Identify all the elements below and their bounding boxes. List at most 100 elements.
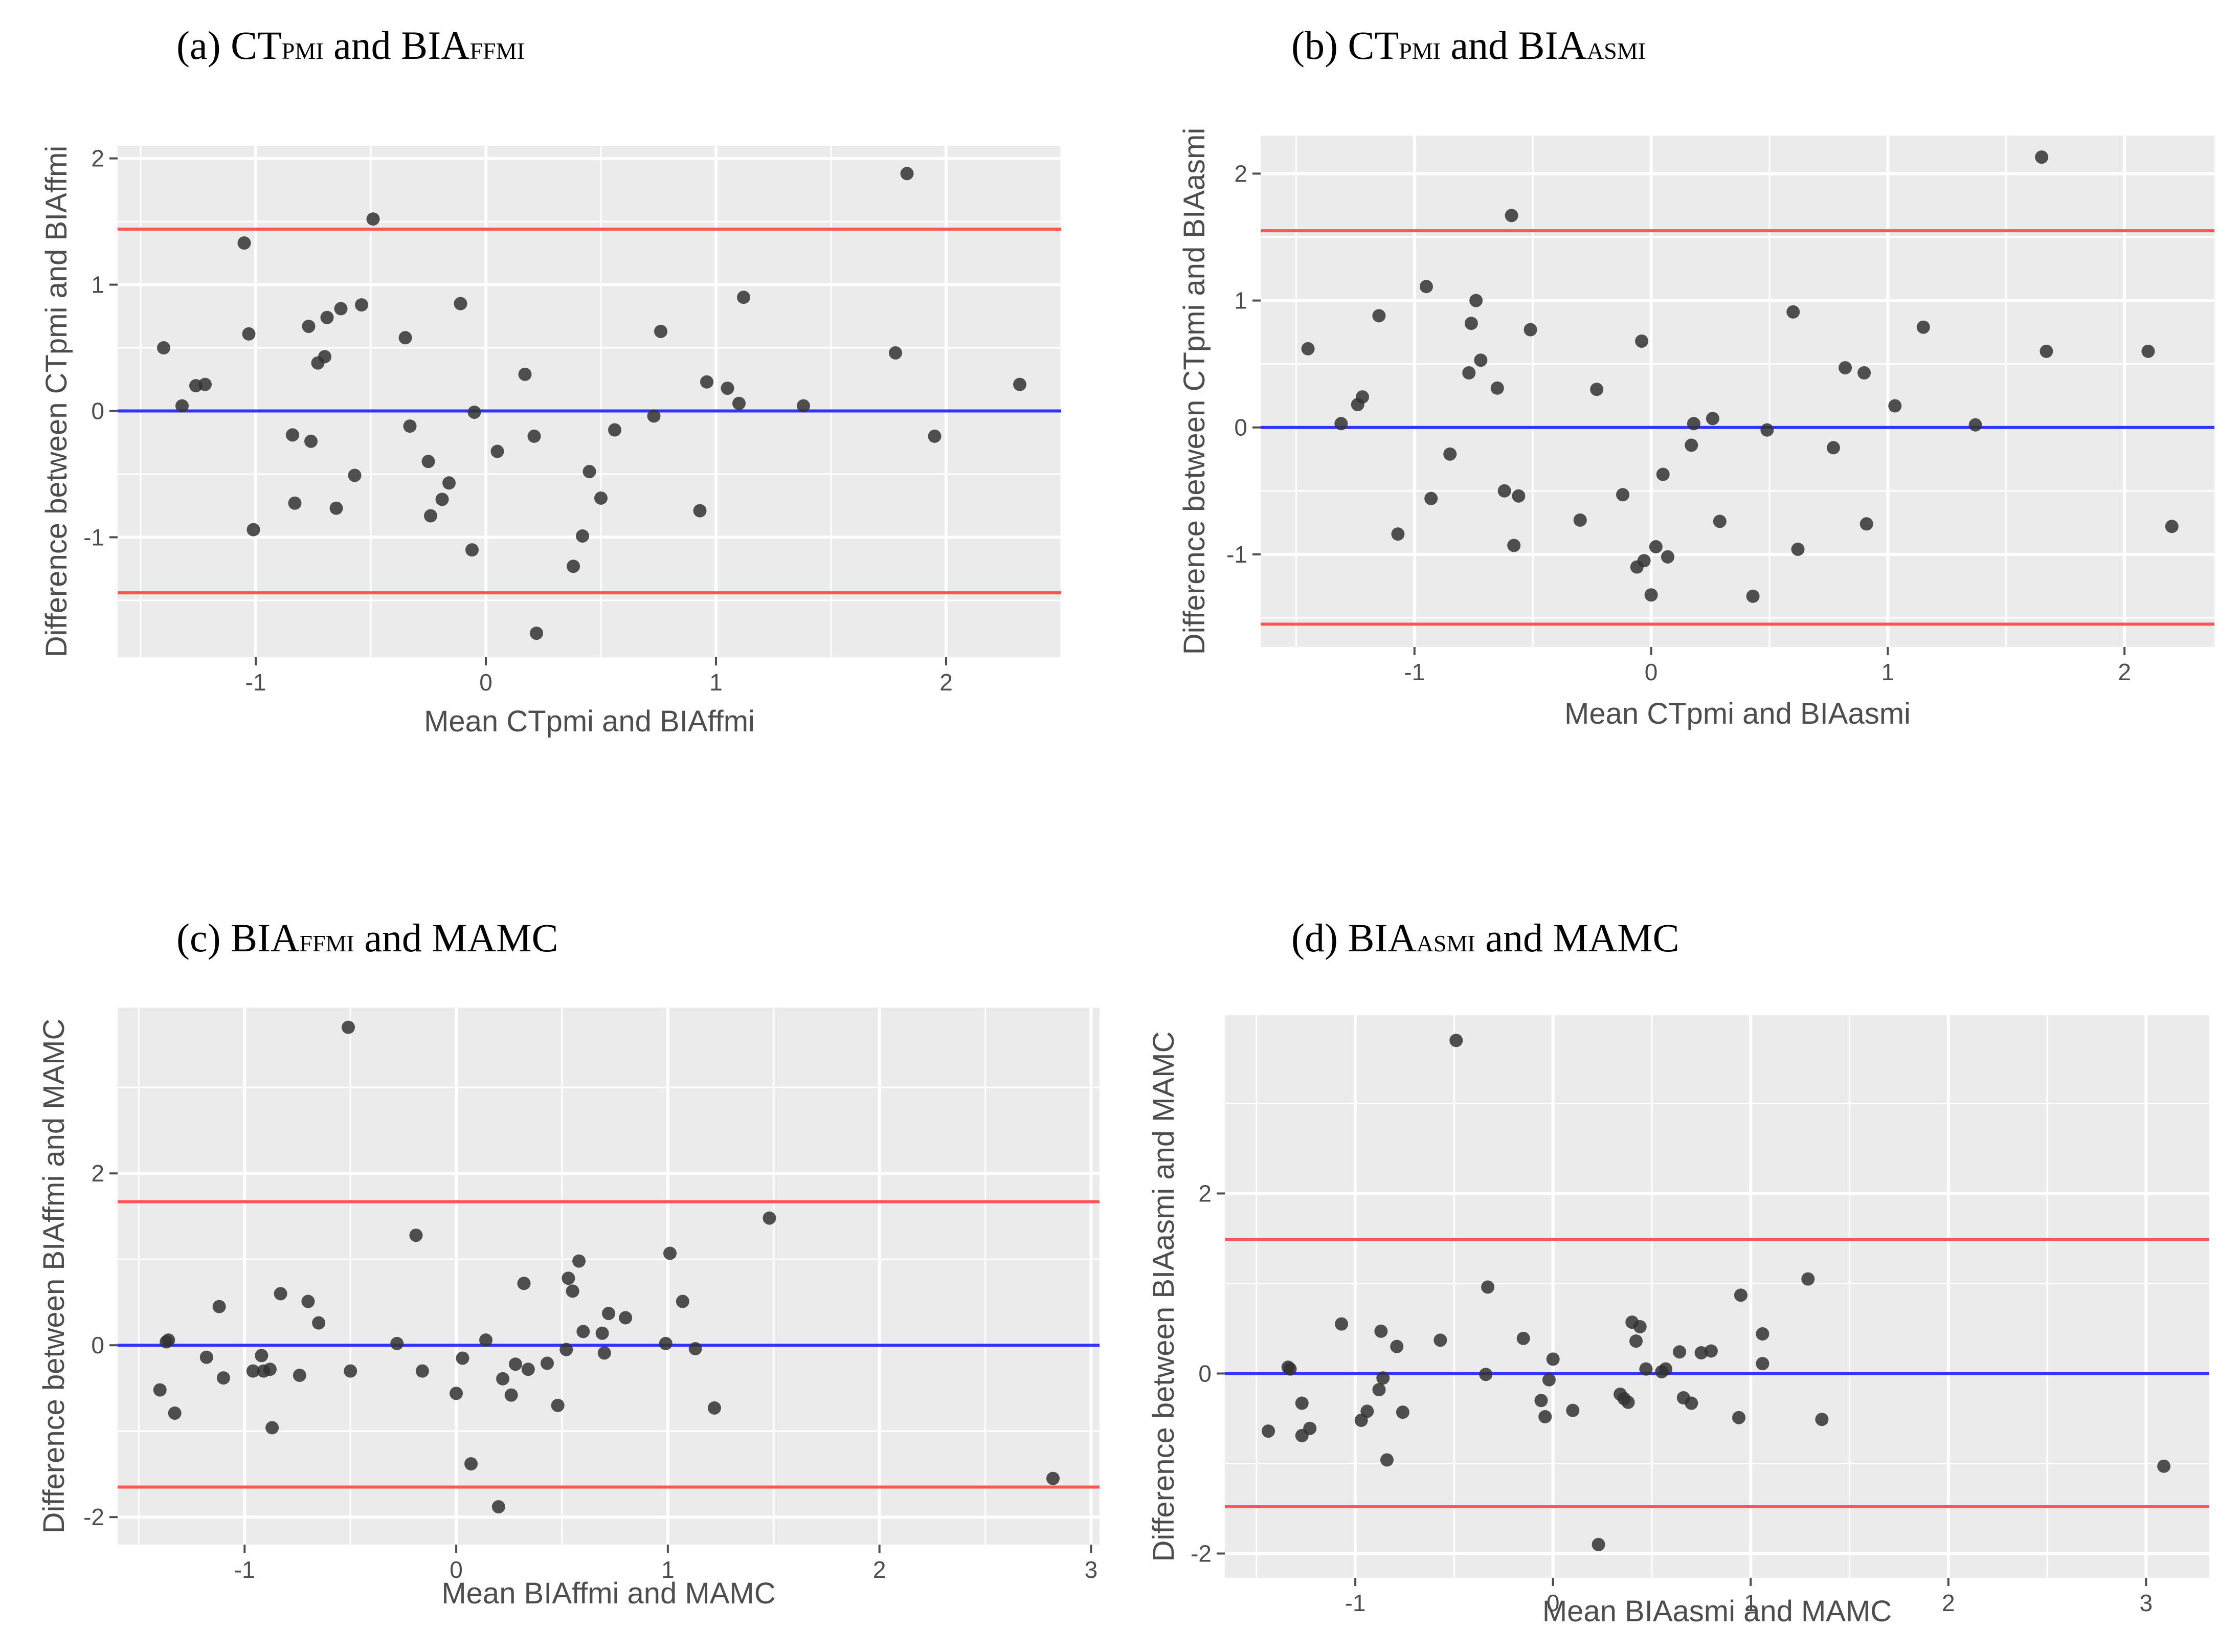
data-point	[1815, 1413, 1829, 1426]
data-point	[1857, 366, 1871, 380]
data-point	[1839, 361, 1852, 375]
data-point	[467, 405, 481, 419]
y-axis-label: Difference between CTpmi and BIAasmi	[1178, 128, 1211, 655]
data-point	[329, 501, 343, 515]
data-point	[255, 1349, 268, 1363]
x-tick-label: 2	[2118, 659, 2131, 685]
data-point	[390, 1336, 404, 1350]
data-point	[2141, 344, 2155, 358]
data-point	[576, 529, 589, 543]
data-point	[572, 1254, 586, 1268]
data-point	[1756, 1357, 1769, 1371]
data-point	[454, 297, 467, 310]
data-point	[595, 1326, 609, 1340]
data-point	[1633, 1320, 1647, 1333]
data-point	[1013, 377, 1026, 391]
title-subscript: PMI	[282, 38, 324, 64]
data-point	[409, 1229, 423, 1242]
x-tick-label: 1	[709, 669, 723, 696]
data-point	[320, 310, 334, 324]
data-point	[198, 377, 212, 391]
data-point	[602, 1307, 615, 1321]
x-axis-label: Mean CTpmi and BIAasmi	[1564, 697, 1911, 730]
data-point	[216, 1371, 230, 1385]
data-point	[479, 1333, 492, 1347]
x-tick-label: 3	[2140, 1590, 2153, 1616]
data-point	[263, 1363, 277, 1376]
x-tick-label: 3	[1085, 1556, 1098, 1583]
title-text: and MAMC	[1475, 916, 1679, 960]
data-point	[1396, 1405, 1409, 1419]
x-tick-label: -1	[1345, 1590, 1366, 1616]
chart-title: (c) BIAFFMI and MAMC	[176, 916, 558, 960]
data-point	[237, 236, 251, 250]
data-point	[1376, 1371, 1390, 1385]
data-point	[1372, 309, 1386, 323]
data-point	[265, 1421, 279, 1435]
data-point	[797, 399, 810, 413]
data-point	[274, 1287, 287, 1301]
data-point	[566, 1284, 579, 1298]
panel-background	[118, 146, 1061, 657]
y-tick-label: -2	[1191, 1540, 1212, 1567]
data-point	[693, 504, 707, 518]
data-point	[1481, 1280, 1495, 1294]
data-point	[242, 327, 256, 341]
data-point	[355, 298, 368, 312]
y-axis-label: Difference between CTpmi and BIAffmi	[40, 146, 73, 657]
data-point	[491, 1500, 505, 1514]
data-point	[1661, 550, 1674, 564]
chart-b: -1 0 1 2 -1 0 1 2 Mean CTpmi and BIAasmi Differen…	[1178, 23, 2214, 730]
y-tick-label: -1	[1226, 541, 1247, 568]
data-point	[212, 1300, 226, 1313]
title-label: (d)	[1291, 916, 1348, 960]
data-point	[1826, 441, 1840, 455]
data-point	[1516, 1331, 1530, 1345]
y-tick-label: 2	[1234, 160, 1247, 187]
data-point	[301, 1294, 315, 1308]
data-point	[559, 1343, 573, 1356]
y-tick-label: 2	[91, 145, 104, 172]
data-point	[1303, 1421, 1317, 1435]
title-subscript: ASMI	[1587, 38, 1646, 64]
x-axis-label: Mean CTpmi and BIAffmi	[424, 705, 755, 738]
data-point	[465, 543, 479, 557]
chart-title: (a) CTPMI and BIAFFMI	[176, 23, 525, 68]
data-point	[286, 428, 299, 442]
data-point	[583, 465, 596, 479]
data-point	[527, 429, 541, 443]
title-label: (a)	[176, 23, 231, 68]
chart-title: (d) BIAASMI and MAMC	[1291, 916, 1679, 960]
data-point	[663, 1246, 677, 1260]
data-point	[1360, 1404, 1374, 1418]
data-point	[157, 341, 170, 355]
data-point	[1732, 1411, 1746, 1424]
title-text: and BIA	[1441, 23, 1587, 68]
y-tick-label: 2	[1198, 1180, 1212, 1207]
data-point	[1335, 1317, 1349, 1331]
x-tick-label: 2	[873, 1556, 886, 1583]
data-point	[721, 382, 734, 395]
data-point	[1649, 540, 1663, 553]
title-text: and BIA	[324, 23, 470, 68]
data-point	[1390, 1340, 1404, 1353]
data-point	[1380, 1453, 1394, 1467]
data-point	[348, 468, 362, 482]
data-point	[517, 1277, 531, 1290]
y-tick-label: 0	[91, 398, 104, 425]
data-point	[518, 367, 532, 381]
x-tick-label: 1	[661, 1556, 675, 1583]
data-point	[530, 627, 543, 640]
data-point	[1644, 588, 1658, 602]
x-tick-label: -1	[245, 669, 266, 696]
data-point	[1355, 390, 1369, 404]
data-point	[562, 1271, 575, 1285]
data-point	[1433, 1333, 1447, 1347]
data-point	[199, 1350, 213, 1364]
y-axis-label-wrap: Difference between CTpmi and BIAasmi	[1178, 128, 1211, 655]
data-point	[508, 1357, 522, 1371]
data-point	[1756, 1327, 1769, 1341]
data-point	[1573, 513, 1587, 527]
data-point	[247, 523, 260, 537]
